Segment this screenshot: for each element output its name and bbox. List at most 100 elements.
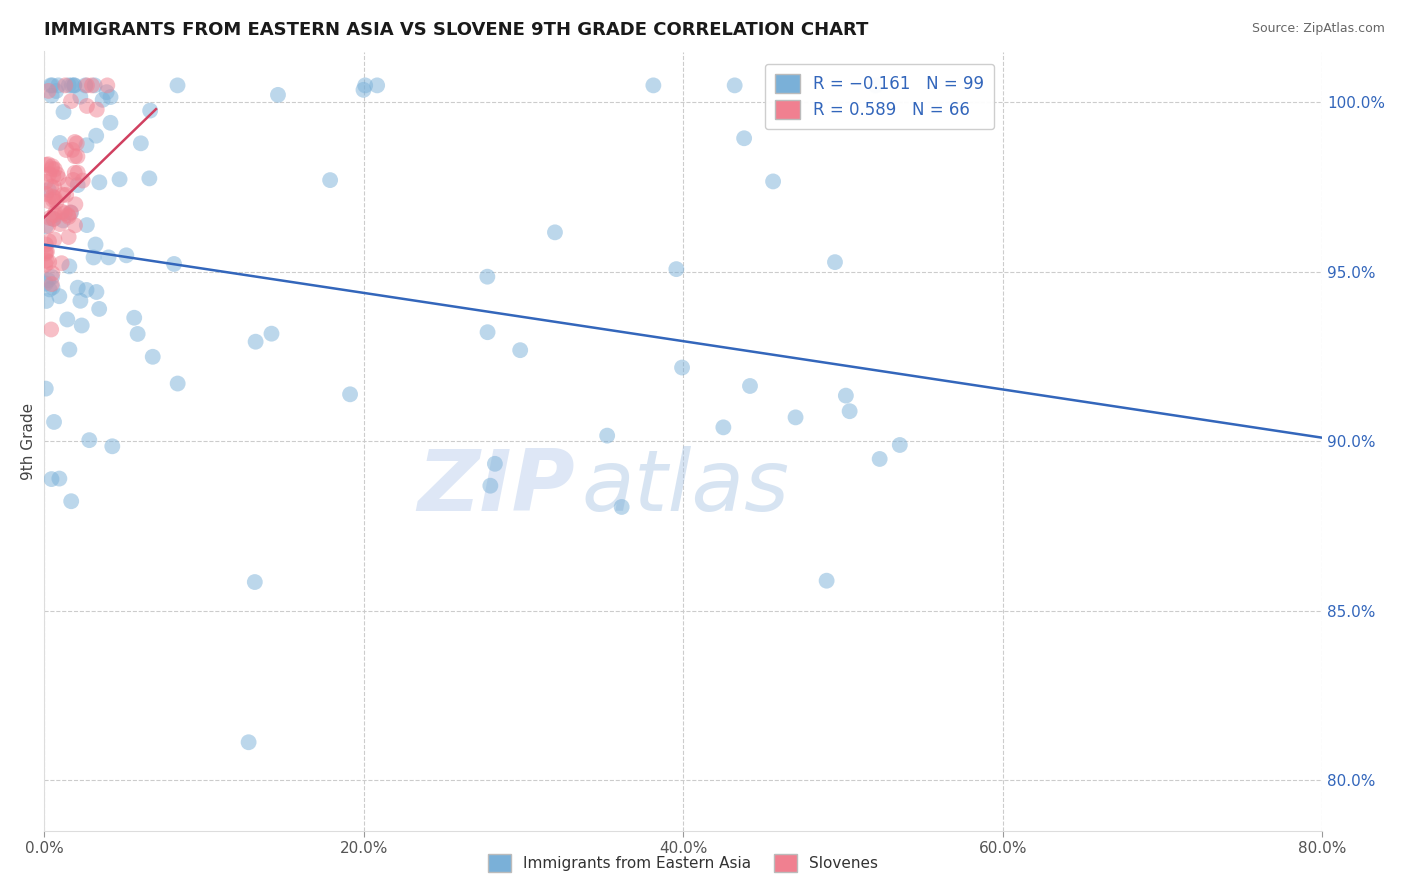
Point	[48, 289, 70, 303]
Point	[724, 78, 747, 93]
Point	[38, 282, 60, 296]
Point	[48, 171, 70, 186]
Point	[84, 237, 107, 252]
Point	[96, 85, 118, 99]
Point	[238, 735, 260, 749]
Point	[49, 136, 72, 150]
Point	[733, 131, 755, 145]
Point	[671, 360, 693, 375]
Point	[479, 479, 502, 493]
Point	[44, 205, 66, 219]
Point	[66, 281, 89, 295]
Point	[41, 159, 63, 173]
Point	[42, 212, 65, 227]
Point	[83, 78, 105, 93]
Point	[42, 169, 65, 183]
Point	[39, 78, 62, 93]
Point	[37, 273, 59, 287]
Point	[35, 219, 58, 234]
Point	[477, 325, 499, 339]
Point	[35, 244, 58, 259]
Point	[63, 166, 86, 180]
Point	[41, 270, 63, 285]
Point	[35, 382, 58, 396]
Point	[84, 128, 107, 143]
Point	[38, 234, 60, 248]
Point	[101, 439, 124, 453]
Point	[89, 175, 111, 189]
Point	[815, 574, 838, 588]
Point	[38, 167, 60, 181]
Point	[44, 232, 66, 246]
Point	[53, 206, 76, 220]
Point	[319, 173, 342, 187]
Point	[665, 262, 688, 277]
Point	[55, 143, 77, 157]
Point	[76, 78, 98, 93]
Point	[869, 452, 891, 467]
Point	[35, 246, 58, 260]
Point	[354, 78, 377, 93]
Point	[89, 301, 111, 316]
Point	[37, 84, 59, 98]
Point	[51, 204, 73, 219]
Point	[41, 78, 63, 93]
Point	[824, 255, 846, 269]
Point	[245, 334, 267, 349]
Point	[56, 178, 79, 192]
Point	[63, 149, 86, 163]
Point	[48, 472, 70, 486]
Point	[42, 193, 65, 207]
Point	[51, 256, 73, 270]
Point	[509, 343, 531, 358]
Point	[35, 258, 58, 272]
Point	[86, 103, 108, 117]
Point	[477, 269, 499, 284]
Point	[76, 283, 98, 297]
Point	[100, 116, 122, 130]
Point	[76, 218, 98, 232]
Point	[58, 210, 80, 224]
Point	[35, 244, 58, 258]
Point	[35, 253, 58, 268]
Point	[46, 78, 69, 93]
Point	[66, 178, 89, 192]
Point	[142, 350, 165, 364]
Point	[39, 322, 62, 336]
Point	[60, 78, 83, 93]
Point	[163, 257, 186, 271]
Point	[785, 410, 807, 425]
Text: IMMIGRANTS FROM EASTERN ASIA VS SLOVENE 9TH GRADE CORRELATION CHART: IMMIGRANTS FROM EASTERN ASIA VS SLOVENE …	[44, 21, 869, 39]
Point	[889, 438, 911, 452]
Point	[97, 251, 120, 265]
Point	[52, 213, 75, 227]
Point	[643, 78, 665, 93]
Point	[96, 78, 118, 93]
Point	[39, 179, 62, 194]
Point	[58, 343, 80, 357]
Point	[63, 135, 86, 149]
Point	[42, 415, 65, 429]
Point	[835, 389, 858, 403]
Point	[166, 78, 188, 93]
Point	[544, 225, 567, 239]
Point	[610, 500, 633, 514]
Point	[53, 78, 76, 93]
Point	[38, 255, 60, 269]
Legend: Immigrants from Eastern Asia, Slovenes: Immigrants from Eastern Asia, Slovenes	[482, 847, 884, 878]
Point	[243, 575, 266, 590]
Point	[42, 211, 65, 226]
Point	[100, 90, 122, 104]
Point	[35, 158, 58, 172]
Point	[46, 167, 69, 181]
Point	[35, 237, 58, 252]
Point	[60, 205, 83, 219]
Point	[62, 173, 84, 187]
Point	[35, 186, 58, 201]
Point	[63, 78, 86, 93]
Point	[339, 387, 361, 401]
Point	[69, 89, 91, 103]
Point	[49, 217, 72, 231]
Point	[484, 457, 506, 471]
Point	[58, 260, 80, 274]
